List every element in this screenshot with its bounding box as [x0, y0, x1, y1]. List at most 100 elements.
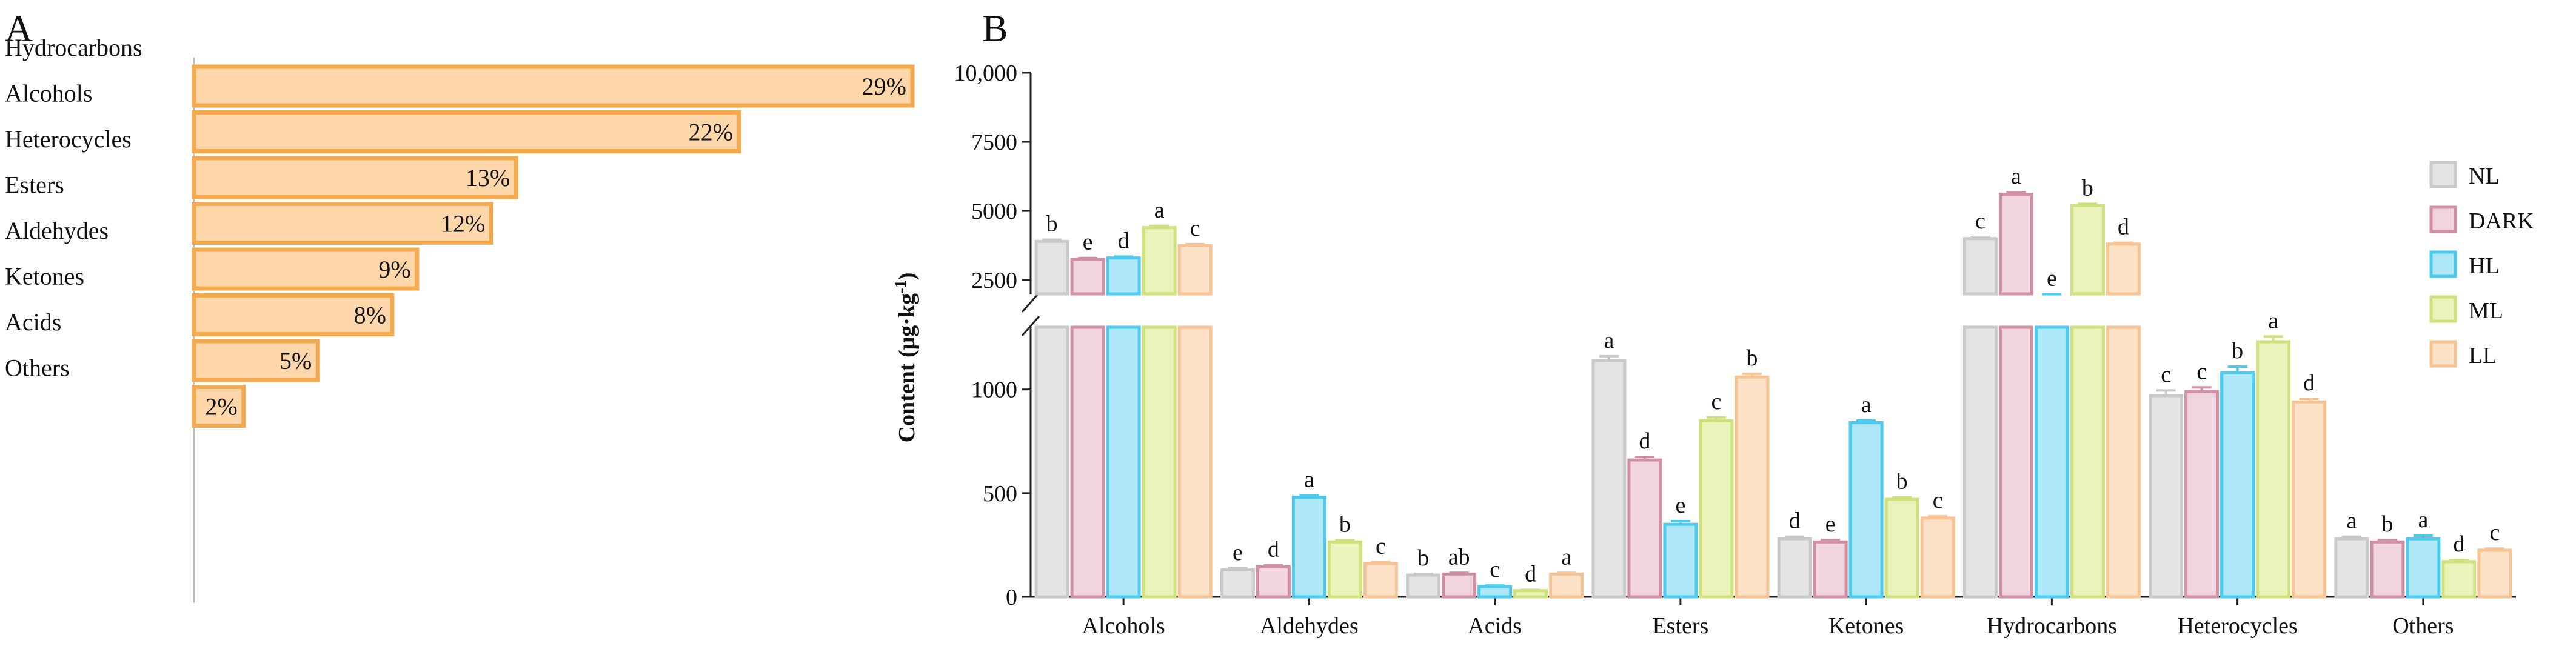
- y-label-close: ): [894, 273, 920, 281]
- x-tick-label-ketones: Ketones: [1828, 613, 1904, 639]
- y-tick-label: 1000: [971, 378, 1017, 403]
- bar-ll-alcohols-lower: [1177, 325, 1213, 599]
- legend-swatch-ml: [2429, 295, 2457, 323]
- bar-hl-aldehydes: [1291, 496, 1326, 599]
- bar-esters: [192, 202, 493, 245]
- bar-ll-acids: [1549, 572, 1584, 599]
- category-label-acids: Acids: [5, 308, 61, 336]
- significance-letter-nl-aldehydes: e: [1233, 540, 1243, 565]
- significance-letter-dark-others: b: [2381, 511, 2393, 537]
- bar-hl-hydrocarbons-lower: [2034, 325, 2069, 599]
- significance-letter-hl-alcohols: d: [1118, 228, 1129, 253]
- percent-label-others: 2%: [205, 393, 237, 421]
- significance-letter-ll-others: c: [2489, 520, 2500, 545]
- bar-ll-aldehydes: [1363, 562, 1398, 599]
- bar-ll-ketones: [1920, 516, 1955, 599]
- significance-letter-nl-others: a: [2346, 508, 2357, 534]
- category-label-alcohols: Alcohols: [5, 80, 92, 107]
- significance-letter-hl-esters: e: [1675, 493, 1685, 518]
- bar-dark-alcohols-lower: [1070, 325, 1105, 599]
- y-tick-label: 2500: [971, 268, 1017, 293]
- bar-ll-alcohols: [1177, 244, 1213, 296]
- x-tick-label-others: Others: [2392, 613, 2454, 639]
- significance-letter-ll-ketones: c: [1933, 488, 1943, 513]
- significance-letter-dark-acids: ab: [1448, 544, 1470, 570]
- bar-ketones: [192, 293, 395, 336]
- significance-letter-hl-hydrocarbons: e: [2047, 265, 2057, 291]
- significance-letter-hl-acids: c: [1490, 557, 1500, 582]
- bar-ml-acids: [1513, 589, 1548, 599]
- significance-letter-nl-acids: b: [1417, 545, 1429, 571]
- significance-letter-nl-heterocycles: c: [2161, 362, 2171, 387]
- bar-hl-ketones: [1848, 421, 1884, 599]
- legend-label-ml: ML: [2469, 298, 2503, 324]
- significance-letter-ml-acids: d: [1525, 561, 1536, 587]
- bar-ml-ketones: [1884, 497, 1919, 599]
- panel-a: A Hydrocarbons 29% Alcohols 22% Heterocycles…: [5, 7, 915, 603]
- significance-letter-ml-hydrocarbons: b: [2082, 175, 2093, 201]
- significance-letter-ml-aldehydes: b: [1339, 512, 1351, 537]
- significance-letter-ll-acids: a: [1561, 544, 1571, 570]
- bar-alcohols: [192, 110, 741, 153]
- significance-letter-dark-alcohols: e: [1083, 230, 1093, 255]
- significance-letter-hl-aldehydes: a: [1304, 467, 1314, 492]
- legend-swatch-ll: [2429, 340, 2457, 368]
- bar-hl-others: [2406, 537, 2441, 599]
- percent-label-acids: 5%: [279, 347, 312, 374]
- significance-letter-ll-esters: b: [1746, 345, 1758, 371]
- significance-letter-ml-alcohols: a: [1154, 198, 1165, 223]
- percent-label-heterocycles: 13%: [466, 164, 510, 191]
- bar-others: [192, 385, 246, 428]
- bar-dark-acids: [1442, 572, 1477, 599]
- legend-label-nl: NL: [2469, 164, 2500, 189]
- significance-letter-dark-aldehydes: d: [1268, 537, 1279, 562]
- legend-swatch-dark: [2429, 205, 2457, 233]
- bar-aldehydes: [192, 247, 420, 291]
- legend-swatch-hl: [2429, 250, 2457, 278]
- y-tick-label: 5000: [971, 199, 1017, 224]
- percent-label-aldehydes: 9%: [378, 256, 410, 283]
- bar-ml-esters: [1699, 419, 1734, 599]
- bar-dark-others: [2370, 540, 2405, 599]
- legend-swatch-nl: [2429, 161, 2457, 188]
- category-label-others: Others: [5, 354, 70, 382]
- bar-hydrocarbons: [192, 64, 915, 108]
- significance-letter-hl-ketones: a: [1861, 392, 1872, 417]
- y-label-main: Content (μg·kg: [894, 293, 920, 442]
- y-tick-label: 500: [983, 481, 1017, 507]
- bar-ml-others: [2441, 560, 2477, 599]
- bar-nl-aldehydes: [1220, 568, 1255, 599]
- bar-dark-alcohols: [1070, 258, 1105, 296]
- bar-ll-hydrocarbons-lower: [2106, 325, 2141, 599]
- bar-nl-heterocycles: [2149, 394, 2184, 599]
- bar-dark-heterocycles: [2184, 390, 2220, 599]
- bar-hl-alcohols-lower: [1106, 325, 1141, 599]
- significance-letter-nl-esters: a: [1604, 328, 1614, 353]
- y-tick-label: 10,000: [954, 61, 1018, 86]
- axis-break-mark-upper: [1021, 292, 1040, 313]
- panel-b-legend: NL DARK HL ML LL: [2429, 161, 2534, 368]
- legend-label-dark: DARK: [2469, 208, 2534, 234]
- significance-letter-ml-others: d: [2453, 531, 2464, 557]
- bar-dark-hydrocarbons-lower: [1998, 325, 2033, 599]
- panel-b-y-axis-label: Content (μg·kg-1): [892, 273, 920, 443]
- bar-nl-hydrocarbons-lower: [1962, 325, 1998, 599]
- bar-heterocycles: [192, 156, 518, 199]
- significance-letter-dark-ketones: e: [1825, 511, 1836, 537]
- panel-b-letter: B: [982, 7, 1008, 50]
- bar-ll-heterocycles: [2292, 400, 2327, 599]
- significance-letter-dark-heterocycles: c: [2196, 359, 2207, 384]
- bar-nl-acids: [1406, 573, 1441, 599]
- bar-ml-heterocycles: [2256, 340, 2291, 599]
- bar-dark-hydrocarbons: [1998, 193, 2033, 296]
- x-tick-label-aldehydes: Aldehydes: [1260, 613, 1359, 639]
- bar-ml-hydrocarbons-lower: [2070, 325, 2105, 599]
- bar-dark-aldehydes: [1256, 565, 1291, 599]
- bar-dark-ketones: [1813, 540, 1848, 599]
- bar-ml-aldehydes: [1327, 540, 1362, 599]
- bar-acids: [192, 339, 320, 382]
- percent-label-hydrocarbons: 29%: [862, 73, 906, 100]
- significance-letter-nl-hydrocarbons: c: [1975, 208, 1986, 234]
